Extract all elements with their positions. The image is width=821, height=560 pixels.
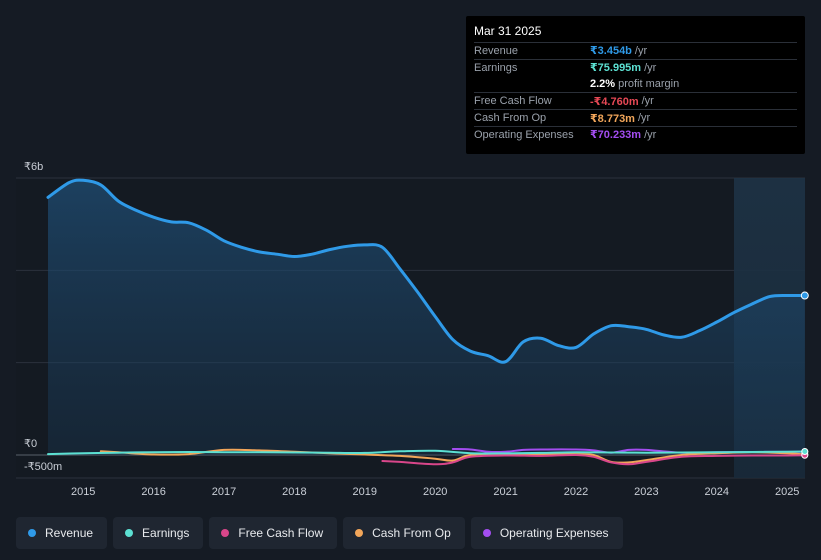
legend-dot-icon	[125, 529, 134, 537]
tooltip-row-label: Earnings	[474, 61, 518, 74]
legend: Revenue Earnings Free Cash Flow Cash From O…	[16, 517, 623, 549]
tooltip-row: Revenue ₹3.454b/yr	[474, 42, 797, 59]
tooltip-row-label: Revenue	[474, 44, 519, 57]
legend-item-operating-expenses[interactable]: Operating Expenses	[470, 517, 623, 549]
revenue-end-point	[800, 291, 809, 300]
x-tick-label: 2018	[282, 486, 306, 498]
legend-item-cash-from-op[interactable]: Cash From Op	[343, 517, 465, 549]
tooltip-row-value: -₹4.760m	[590, 95, 639, 108]
legend-dot-icon	[355, 529, 364, 537]
tooltip-row-value: ₹70.233m	[590, 129, 642, 142]
tooltip-row-unit: /yr	[644, 61, 657, 74]
tooltip-row: 2.2% profit margin	[474, 76, 797, 93]
x-tick-label: 2023	[634, 486, 658, 498]
earnings-end-point	[801, 447, 809, 455]
x-tick-label: 2017	[212, 486, 236, 498]
y-tick-label: ₹6b	[24, 161, 43, 173]
legend-label: Free Cash Flow	[238, 526, 324, 540]
legend-dot-icon	[28, 529, 36, 537]
x-tick-label: 2024	[705, 486, 729, 498]
legend-item-free-cash-flow[interactable]: Free Cash Flow	[209, 517, 338, 549]
tooltip-date: Mar 31 2025	[474, 24, 542, 38]
y-tick-label: -₹500m	[24, 461, 62, 473]
y-tick-label: ₹0	[24, 438, 37, 450]
tooltip-row-unit: profit margin	[618, 77, 680, 90]
legend-label: Earnings	[142, 526, 190, 540]
legend-item-earnings[interactable]: Earnings	[113, 517, 204, 549]
tooltip-row-unit: /yr	[641, 95, 654, 108]
revenue-area	[48, 180, 805, 455]
tooltip-row-unit: /yr	[644, 128, 657, 141]
x-tick-label: 2025	[775, 486, 799, 498]
legend-dot-icon	[482, 529, 491, 537]
tooltip-panel: Mar 31 2025 Revenue ₹3.454b/yr Earnings ₹75…	[466, 16, 805, 154]
free-cash-flow-line	[381, 453, 806, 466]
tooltip-row-unit: /yr	[634, 44, 648, 57]
tooltip-row-value: ₹3.454b	[590, 45, 632, 58]
x-tick-label: 2016	[141, 486, 165, 498]
tooltip-row: Earnings ₹75.995m/yr	[474, 58, 797, 76]
x-tick-label: 2015	[71, 486, 95, 498]
x-tick-label: 2021	[493, 486, 517, 498]
tooltip-row-value: ₹8.773m	[590, 112, 635, 125]
tooltip-row-unit: /yr	[637, 112, 651, 125]
earnings-line	[47, 449, 806, 456]
x-tick-label: 2019	[353, 486, 377, 498]
x-tick-label: 2020	[423, 486, 447, 498]
tooltip-row: Free Cash Flow -₹4.760m/yr	[474, 92, 797, 109]
tooltip-row-label: Operating Expenses	[474, 128, 574, 141]
legend-label: Operating Expenses	[499, 526, 609, 540]
tooltip-row-label: Free Cash Flow	[474, 95, 552, 108]
legend-dot-icon	[221, 529, 230, 537]
x-tick-label: 2022	[564, 486, 588, 498]
tooltip-row-value: ₹75.995m	[590, 62, 642, 75]
cash-from-op-line	[99, 448, 806, 464]
tooltip-row-label: Cash From Op	[474, 112, 547, 125]
legend-item-revenue[interactable]: Revenue	[16, 517, 108, 549]
legend-label: Revenue	[45, 526, 94, 540]
tooltip-row: Operating Expenses ₹70.233m/yr	[474, 125, 797, 143]
tooltip-row: Cash From Op ₹8.773m/yr	[474, 109, 797, 126]
legend-label: Cash From Op	[372, 526, 451, 540]
revenue-line	[46, 178, 807, 364]
tooltip-row-value: 2.2%	[590, 77, 616, 90]
